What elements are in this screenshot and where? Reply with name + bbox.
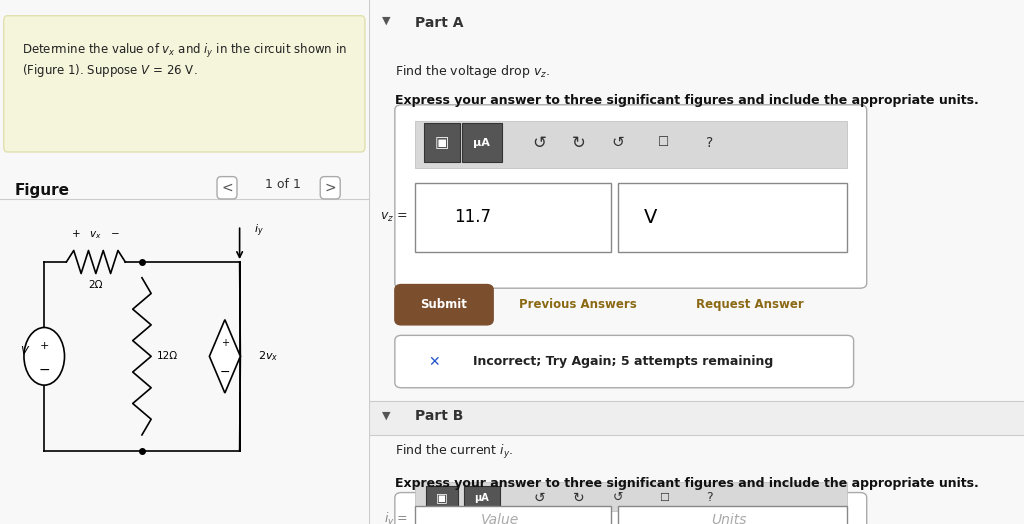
FancyBboxPatch shape [617, 506, 847, 524]
FancyBboxPatch shape [415, 506, 611, 524]
FancyBboxPatch shape [463, 123, 502, 162]
FancyBboxPatch shape [415, 183, 611, 252]
Text: ▣: ▣ [435, 135, 450, 150]
Text: μA: μA [473, 137, 489, 148]
Text: ?: ? [707, 492, 713, 504]
FancyBboxPatch shape [415, 121, 847, 168]
FancyBboxPatch shape [415, 482, 847, 511]
Text: ☐: ☐ [658, 136, 669, 149]
Text: Find the current $i_y$.: Find the current $i_y$. [395, 443, 513, 461]
FancyBboxPatch shape [4, 16, 365, 152]
Text: $v_z$ =: $v_z$ = [380, 211, 408, 224]
Text: Figure: Figure [14, 183, 70, 199]
Text: Find the voltage drop $v_z$.: Find the voltage drop $v_z$. [395, 63, 550, 80]
Text: V: V [20, 346, 28, 356]
Text: Part A: Part A [415, 16, 463, 30]
Text: Express your answer to three significant figures and include the appropriate uni: Express your answer to three significant… [395, 94, 979, 107]
Text: +: + [221, 338, 229, 348]
Text: 2Ω: 2Ω [89, 280, 103, 290]
Text: ▼: ▼ [382, 410, 390, 421]
Text: ☐: ☐ [658, 493, 669, 503]
FancyBboxPatch shape [426, 486, 459, 509]
Text: <: < [221, 181, 232, 195]
Text: −: − [219, 366, 230, 378]
Text: ↺: ↺ [612, 492, 623, 504]
Text: ↺: ↺ [532, 134, 546, 151]
Text: Incorrect; Try Again; 5 attempts remaining: Incorrect; Try Again; 5 attempts remaini… [473, 355, 774, 368]
FancyBboxPatch shape [424, 123, 461, 162]
FancyBboxPatch shape [395, 335, 854, 388]
Text: 12Ω: 12Ω [157, 351, 178, 362]
Text: Determine the value of $v_x$ and $i_y$ in the circuit shown in
(Figure 1). Suppo: Determine the value of $v_x$ and $i_y$ i… [23, 42, 347, 79]
Text: ↺: ↺ [611, 135, 624, 150]
Text: ▣: ▣ [436, 492, 447, 504]
Text: ✕: ✕ [428, 355, 440, 368]
FancyBboxPatch shape [617, 183, 847, 252]
Text: ↺: ↺ [534, 491, 545, 505]
FancyBboxPatch shape [395, 493, 866, 524]
Text: V: V [644, 208, 657, 227]
Text: μA: μA [474, 493, 488, 503]
Text: $2v_x$: $2v_x$ [258, 350, 279, 363]
FancyBboxPatch shape [395, 105, 866, 288]
Text: 11.7: 11.7 [454, 209, 490, 226]
Text: Submit: Submit [421, 298, 467, 311]
Text: ?: ? [706, 136, 713, 149]
Text: $i_y$: $i_y$ [254, 222, 264, 239]
Text: ↻: ↻ [571, 134, 586, 151]
Text: $i_y$ =: $i_y$ = [384, 511, 408, 524]
Text: ↻: ↻ [572, 491, 584, 505]
Text: Value: Value [480, 513, 519, 524]
Text: Units: Units [712, 513, 746, 524]
Text: Express your answer to three significant figures and include the appropriate uni: Express your answer to three significant… [395, 477, 979, 490]
Text: Part B: Part B [415, 409, 463, 422]
Text: 1 of 1: 1 of 1 [265, 178, 301, 191]
Text: Previous Answers: Previous Answers [519, 298, 637, 311]
Circle shape [24, 328, 65, 385]
Text: +: + [40, 341, 49, 351]
Text: ▼: ▼ [382, 16, 390, 26]
Text: Request Answer: Request Answer [696, 298, 804, 311]
FancyBboxPatch shape [369, 401, 1024, 435]
FancyBboxPatch shape [395, 285, 494, 325]
Polygon shape [209, 320, 241, 393]
Text: −: − [39, 363, 50, 376]
Text: >: > [325, 181, 336, 195]
Text: +   $v_x$   −: + $v_x$ − [72, 228, 120, 241]
FancyBboxPatch shape [464, 486, 500, 509]
